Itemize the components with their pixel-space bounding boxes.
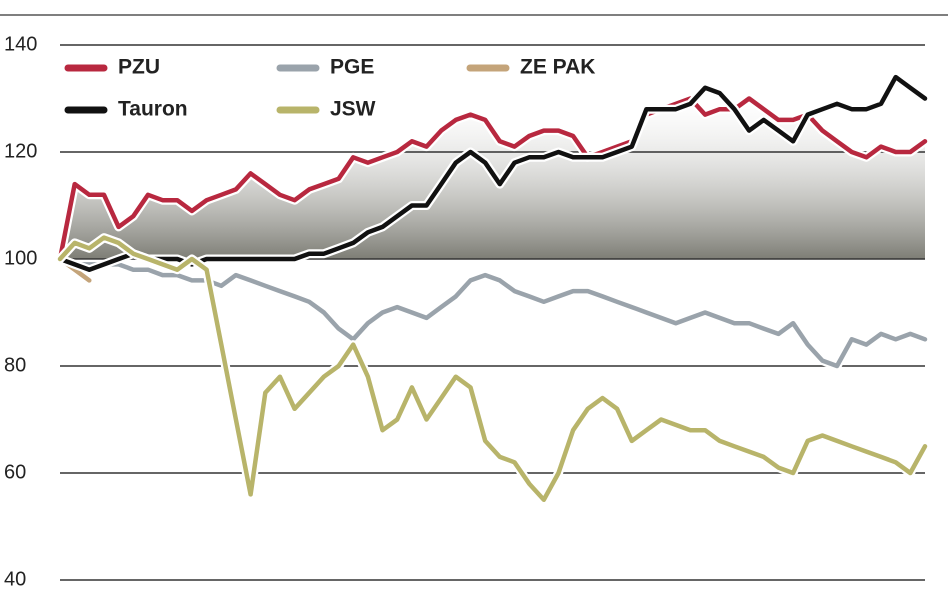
line-halo — [55, 254, 930, 371]
line — [57, 96, 928, 262]
y-tick-label: 40 — [4, 568, 26, 590]
legend-label: Tauron — [118, 98, 188, 121]
y-tick-label: 140 — [4, 33, 37, 55]
legend-label: PGE — [330, 56, 374, 79]
line — [57, 235, 928, 503]
legend-label: PZU — [118, 56, 160, 79]
y-tick-label: 100 — [4, 247, 37, 269]
y-tick-label: 120 — [4, 140, 37, 162]
line — [57, 74, 928, 272]
y-tick-label: 60 — [4, 461, 26, 483]
legend-label: JSW — [330, 98, 376, 121]
legend-label: ZE PAK — [520, 56, 595, 79]
y-tick-label: 80 — [4, 354, 26, 376]
